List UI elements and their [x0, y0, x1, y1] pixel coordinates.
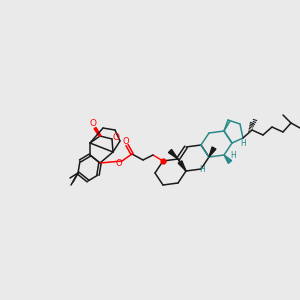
Polygon shape [178, 161, 186, 171]
Polygon shape [209, 147, 216, 157]
Text: O: O [89, 119, 97, 128]
Text: H: H [230, 151, 236, 160]
Text: H: H [240, 139, 246, 148]
Text: O: O [112, 134, 119, 142]
Text: H: H [199, 166, 205, 175]
Text: O: O [123, 136, 129, 146]
Polygon shape [224, 155, 232, 164]
Polygon shape [168, 149, 178, 159]
Text: O: O [116, 158, 122, 167]
